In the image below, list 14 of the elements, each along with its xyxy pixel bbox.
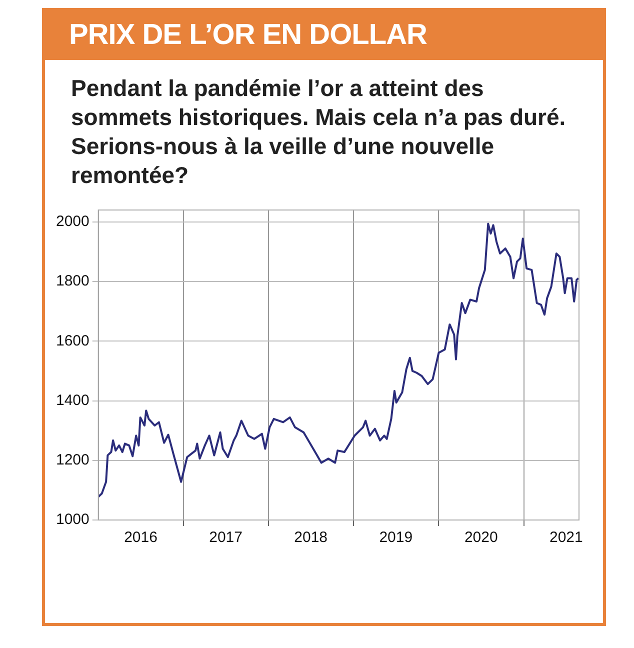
y-tick-label: 1400	[56, 392, 90, 409]
y-tick-label: 1600	[56, 332, 90, 350]
x-tick-label: 2019	[379, 529, 413, 546]
x-tick-label: 2021	[550, 529, 583, 546]
y-tick-label: 1800	[56, 272, 90, 290]
x-tick-label: 2018	[294, 529, 328, 546]
y-tick-label: 1000	[56, 511, 90, 528]
x-tick-label: 2017	[209, 529, 242, 546]
chart-subtitle: Pendant la pandémie l’or a atteint des sommets historiques. Mais cela n’a pas duré. Serions-nous à la veille d’une nouvelle remontée?	[70, 74, 567, 190]
y-tick-label: 2000	[56, 213, 90, 230]
chart-title: PRIX DE L’OR EN DOLLAR	[45, 11, 603, 60]
x-tick-label: 2020	[464, 529, 498, 546]
x-tick-label: 2016	[124, 529, 158, 546]
y-tick-label: 1200	[56, 452, 90, 469]
